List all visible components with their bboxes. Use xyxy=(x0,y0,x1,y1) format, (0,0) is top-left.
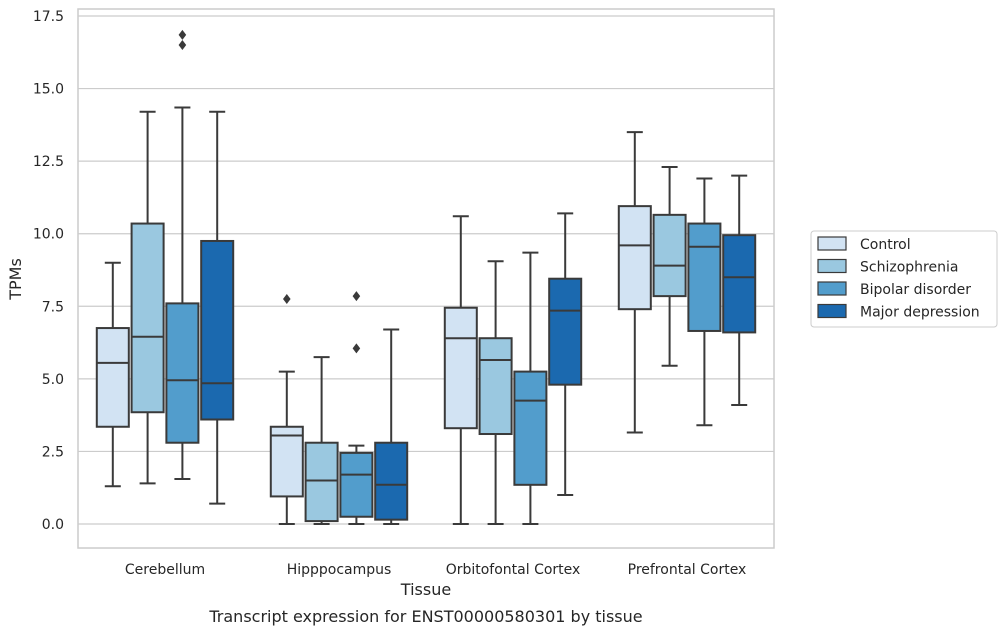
box xyxy=(478,337,513,436)
legend-swatch xyxy=(817,281,847,296)
box xyxy=(269,425,304,498)
y-tick-label: 17.5 xyxy=(33,9,64,25)
box-plot xyxy=(513,251,548,525)
box-plot xyxy=(652,165,687,367)
box-plot xyxy=(165,29,200,481)
box xyxy=(339,451,374,518)
box-plot xyxy=(200,110,235,505)
y-tick-labels: 0.0 2.5 5.0 7.5 10.0 12.5 15.0 17.5 xyxy=(33,9,64,533)
box xyxy=(617,205,652,311)
y-tick-label: 0.0 xyxy=(42,517,64,533)
box xyxy=(687,222,722,332)
box xyxy=(722,234,757,334)
box-plot xyxy=(548,212,583,496)
y-tick-label: 10.0 xyxy=(33,227,64,243)
box xyxy=(95,327,130,428)
box-plot xyxy=(269,294,304,525)
y-tick-label: 2.5 xyxy=(42,444,64,460)
box xyxy=(513,370,548,486)
box-plots xyxy=(95,29,757,525)
box-plot xyxy=(617,131,652,434)
y-tick-label: 7.5 xyxy=(42,299,64,315)
box xyxy=(165,302,200,444)
outlier-point xyxy=(283,294,291,305)
y-tick-label: 5.0 xyxy=(42,372,64,388)
y-tick-label: 12.5 xyxy=(33,154,64,170)
box-plot xyxy=(443,215,478,525)
box-plot xyxy=(374,328,409,525)
outlier-point xyxy=(178,40,187,51)
legend: Control Schizophrenia Bipolar disorder Majo… xyxy=(810,230,998,328)
legend-swatch xyxy=(817,258,847,274)
box xyxy=(200,239,235,421)
box xyxy=(304,441,339,523)
x-tick-label: Cerebellum xyxy=(125,562,205,578)
legend-label: Schizophrenia xyxy=(860,260,958,276)
legend-label: Control xyxy=(860,237,911,253)
y-tick-label: 15.0 xyxy=(33,82,64,98)
box-plot xyxy=(339,291,374,525)
x-tick-label: Prefrontal Cortex xyxy=(628,562,747,578)
y-axis-label: TPMs xyxy=(6,258,25,301)
outlier-point xyxy=(178,29,187,40)
box xyxy=(548,277,583,386)
legend-swatch xyxy=(817,303,847,319)
x-tick-label: Orbitofontal Cortex xyxy=(446,562,581,578)
outlier-point xyxy=(352,291,361,302)
outlier-point xyxy=(352,343,361,354)
box xyxy=(374,441,409,521)
x-tick-label: Hipppocampus xyxy=(287,562,392,578)
chart-title: Transcript expression for ENST0000058030… xyxy=(208,607,642,626)
legend-frame xyxy=(810,230,998,328)
plot-frame xyxy=(77,8,775,549)
box-plot xyxy=(95,261,130,488)
box xyxy=(652,213,687,298)
box xyxy=(130,222,165,414)
box-plot xyxy=(478,260,513,525)
box-plot xyxy=(722,174,757,406)
box-plot xyxy=(687,177,722,427)
legend-label: Major depression xyxy=(860,305,980,321)
legend-swatch xyxy=(817,236,847,251)
box-plot xyxy=(304,356,339,525)
x-tick-labels: Cerebellum Hipppocampus Orbitofontal Corte… xyxy=(125,562,746,578)
legend-label: Bipolar disorder xyxy=(860,282,971,298)
x-axis-label: Tissue xyxy=(400,580,451,599)
box-plot xyxy=(130,110,165,485)
box xyxy=(443,306,478,430)
